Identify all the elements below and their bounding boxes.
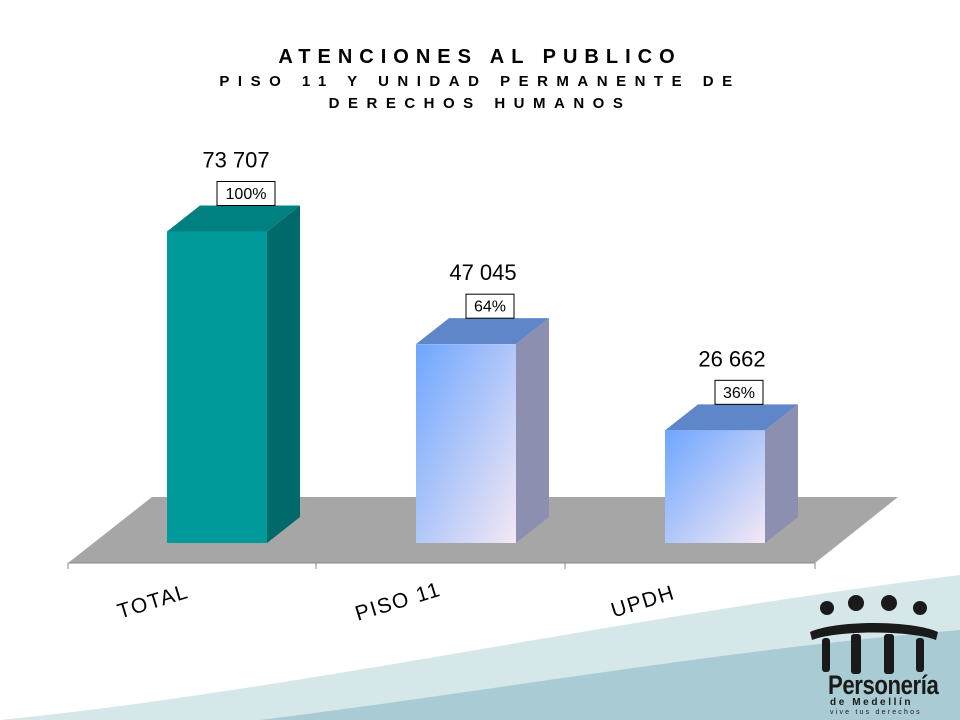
percent-box-1 [216, 181, 276, 207]
bar-3 [665, 404, 798, 543]
bar-side-2 [516, 318, 549, 543]
chart-title: ATENCIONES AL PUBLICO [278, 46, 682, 68]
bar-front-1 [167, 231, 267, 543]
value-label-2: 47 045 [449, 260, 516, 285]
value-label-3: 26 662 [698, 346, 765, 371]
bar-top-3 [665, 404, 798, 431]
value-label-1: 73 707 [202, 148, 269, 173]
bar-side-3 [765, 404, 798, 543]
bar-1 [167, 205, 300, 543]
logo-name: Personería [828, 670, 939, 700]
bar-front-3 [665, 430, 765, 543]
bar-top-2 [416, 318, 549, 345]
percent-box-3 [714, 379, 764, 405]
logo-tagline: vive tus derechos [830, 709, 922, 716]
chart-subtitle-line-1: PISO 11 Y UNIDAD PERMANENTE DE [219, 73, 741, 90]
percent-label-3: 36% [723, 385, 755, 402]
percent-label-1: 100% [226, 186, 267, 203]
percent-label-2: 64% [474, 299, 506, 316]
bar-side-1 [267, 205, 300, 543]
percent-box-2 [465, 293, 515, 319]
chart-title-block: ATENCIONES AL PUBLICO PISO 11 Y UNIDAD P… [0, 44, 960, 114]
bar-front-2 [416, 344, 516, 543]
bar-2 [416, 318, 549, 543]
category-label-3: UPDH [608, 581, 677, 622]
people-group-icon [810, 595, 938, 674]
bar-top-1 [167, 205, 300, 232]
logo-subtitle: de Medellín [830, 697, 914, 708]
category-label-1: TOTAL [115, 580, 192, 623]
category-label-2: PISO 11 [353, 578, 444, 626]
chart-subtitle-line-2: DERECHOS HUMANOS [328, 95, 632, 112]
